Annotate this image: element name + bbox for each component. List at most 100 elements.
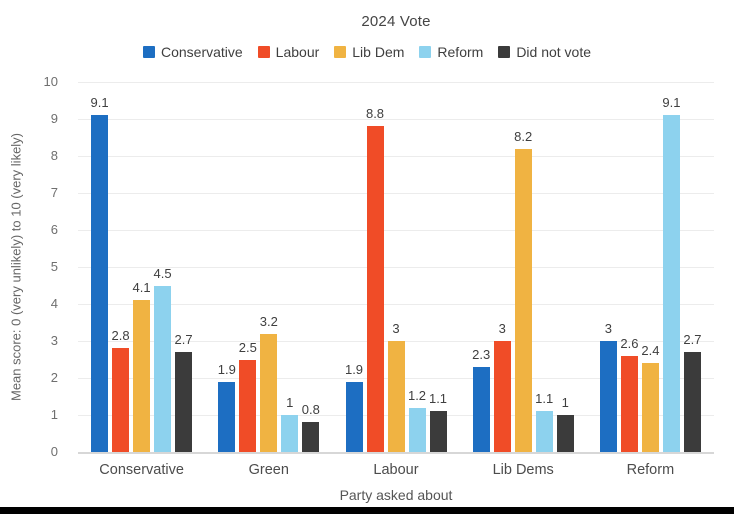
bar-reform	[281, 415, 299, 452]
legend-item-did-not-vote: Did not vote	[498, 44, 591, 60]
bar-reform	[535, 411, 553, 452]
bar-value-label: 2.5	[238, 339, 257, 355]
bar-value-label: 9.1	[90, 95, 109, 111]
bar-wrap: 2.7	[175, 332, 193, 452]
bar-group-lib-dems: 2.3 3 8.2 1.1 1	[472, 129, 574, 452]
bar-reform	[154, 285, 172, 452]
y-tick-label-10: 10	[43, 74, 58, 89]
bar-value-label: 1.2	[407, 387, 427, 403]
bar-value-label: 1.9	[217, 361, 236, 377]
plot-area: 9.1 2.8 4.1 4.5 2.7 1.9 2.5 3.2 1 0.8 1.9 8.8 3 1.2 1.…	[78, 82, 714, 454]
gridline-y-0	[78, 452, 714, 454]
bar-value-label: 1	[286, 395, 294, 410]
bar-conservative	[599, 341, 617, 452]
y-tick-label-9: 9	[50, 111, 58, 126]
bar-value-label: 3	[498, 321, 506, 336]
chart-title: 2024 Vote	[361, 13, 431, 30]
bar-value-label: 2.3	[472, 346, 491, 362]
bar-value-label: 2.7	[174, 332, 193, 348]
bar-wrap: 3	[599, 321, 617, 452]
bar-group-conservative: 9.1 2.8 4.1 4.5 2.7	[91, 95, 193, 452]
bar-value-label: 9.1	[662, 95, 681, 111]
y-tick-label-5: 5	[50, 259, 58, 274]
bar-wrap: 1.9	[345, 362, 363, 452]
bar-wrap: 1.9	[218, 362, 236, 452]
bar-wrap: 2.7	[683, 332, 701, 452]
legend-swatch-icon	[419, 46, 432, 58]
bar-value-label: 2.4	[641, 343, 660, 359]
bar-labour	[620, 355, 638, 452]
x-tick-label-conservative: Conservative	[99, 462, 184, 478]
y-tick-label-4: 4	[50, 296, 58, 311]
legend-item-reform: Reform	[419, 44, 483, 60]
bar-conservative	[472, 366, 490, 452]
bar-lib-dem	[514, 148, 532, 452]
bar-wrap: 4.5	[154, 266, 172, 452]
bar-lib-dem	[133, 300, 151, 452]
bar-wrap: 1.2	[408, 388, 426, 452]
legend-item-conservative: Conservative	[142, 44, 243, 60]
bar-wrap: 2.3	[472, 347, 490, 452]
bar-group-reform: 3 2.6 2.4 9.1 2.7	[599, 95, 701, 452]
bar-wrap: 8.2	[514, 129, 532, 452]
bar-value-label: 4.1	[132, 280, 151, 296]
bar-value-label: 2.7	[683, 332, 702, 348]
bar-wrap: 1.1	[429, 391, 447, 452]
bar-labour	[493, 341, 511, 452]
y-tick-label-6: 6	[50, 222, 58, 237]
bar-reform	[662, 115, 680, 452]
bar-value-label: 0.8	[301, 402, 320, 418]
bar-value-label: 3	[392, 321, 400, 336]
bar-value-label: 4.5	[153, 265, 172, 281]
bar-value-label: 8.8	[365, 106, 385, 122]
y-tick-label-1: 1	[50, 407, 58, 422]
bar-value-label: 8.2	[514, 128, 533, 144]
gridline-y-6	[78, 230, 714, 231]
y-tick-label-2: 2	[50, 370, 58, 385]
bar-value-label: 2.6	[620, 335, 639, 351]
y-tick-label-8: 8	[50, 148, 58, 163]
gridline-y-5	[78, 267, 714, 268]
bar-did-not-vote	[683, 352, 701, 452]
legend-label: Conservative	[160, 44, 243, 60]
bar-did-not-vote	[302, 422, 320, 452]
chart-legend: Conservative Labour Lib Dem Reform Did not v…	[0, 44, 734, 60]
legend-swatch-icon	[257, 46, 270, 58]
legend-label: Lib Dem	[352, 44, 405, 60]
bar-wrap: 0.8	[302, 402, 320, 452]
legend-label: Reform	[437, 44, 484, 60]
gridline-y-4	[78, 304, 714, 305]
bar-lib-dem	[641, 363, 659, 452]
bar-did-not-vote	[556, 415, 574, 452]
bottom-border-strip	[0, 507, 734, 514]
bar-wrap: 8.8	[366, 106, 384, 452]
bar-labour	[239, 359, 257, 452]
bar-did-not-vote	[175, 352, 193, 452]
bar-wrap: 2.6	[620, 336, 638, 452]
legend-label: Labour	[275, 44, 320, 60]
x-tick-label-labour: Labour	[373, 462, 419, 478]
bar-wrap: 2.4	[641, 343, 659, 452]
y-tick-label-0: 0	[50, 444, 58, 459]
bar-did-not-vote	[429, 411, 447, 452]
bar-lib-dem	[260, 333, 278, 452]
bar-wrap: 3.2	[260, 314, 278, 452]
y-tick-label-7: 7	[50, 185, 58, 200]
bar-wrap: 1.1	[535, 391, 553, 452]
x-tick-label-green: Green	[248, 462, 289, 478]
bar-wrap: 2.8	[112, 328, 130, 452]
bar-wrap: 3	[387, 321, 405, 452]
y-tick-label-3: 3	[50, 333, 58, 348]
bar-conservative	[91, 115, 109, 452]
legend-swatch-icon	[334, 46, 347, 58]
gridline-y-7	[78, 193, 714, 194]
bar-value-label: 3.2	[259, 313, 278, 329]
legend-swatch-icon	[142, 46, 155, 58]
gridline-y-9	[78, 119, 714, 120]
bar-group-green: 1.9 2.5 3.2 1 0.8	[218, 314, 320, 452]
bar-value-label: 1.1	[428, 391, 448, 407]
bar-value-label: 2.8	[111, 328, 130, 344]
x-tick-label-reform: Reform	[626, 462, 675, 478]
bar-group-labour: 1.9 8.8 3 1.2 1.1	[345, 106, 447, 452]
